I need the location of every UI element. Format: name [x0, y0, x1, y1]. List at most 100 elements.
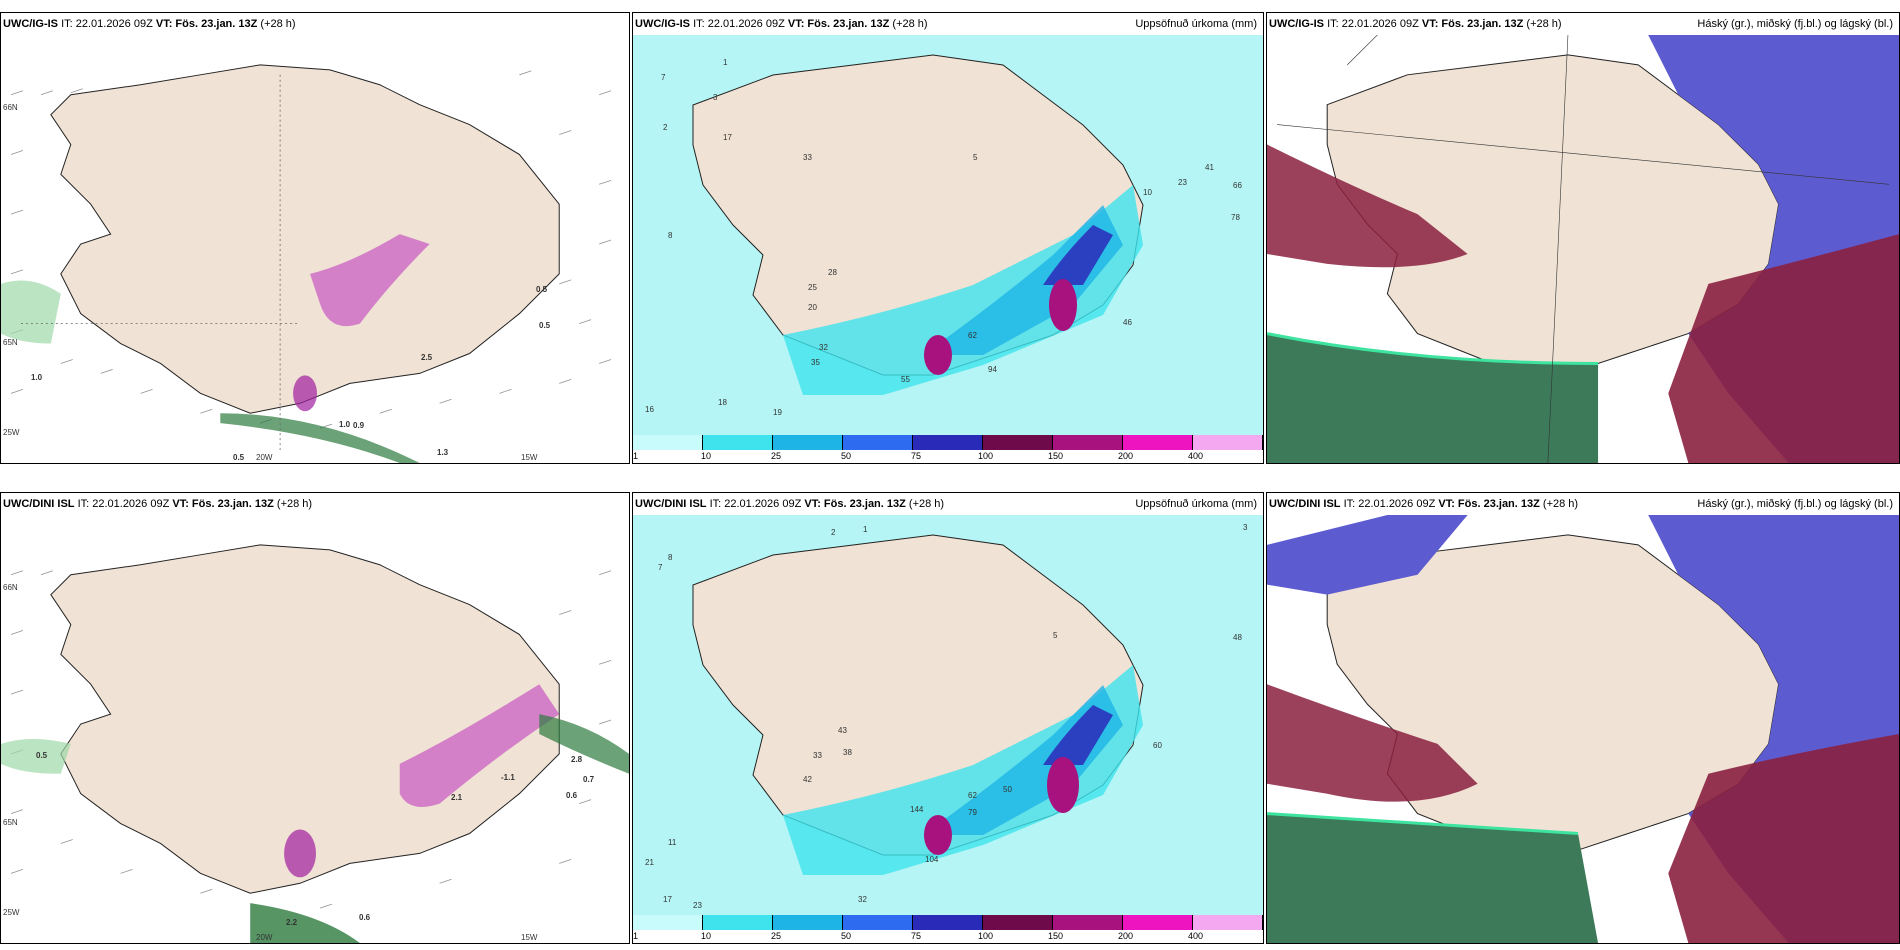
lead-time: (+28 h): [276, 498, 313, 510]
precip-amount: 41: [1205, 163, 1214, 172]
precip-amount: 62: [968, 331, 977, 340]
valid-time-label: VT:: [1421, 18, 1439, 30]
precip-value: 1.3: [437, 448, 449, 457]
precip-panel-row2: UWC/DINI ISL IT: 22.01.2026 09Z VT: Fös.…: [632, 492, 1264, 944]
precip-amount: 17: [663, 895, 672, 904]
legend-label: 75: [911, 451, 922, 461]
legend-swatch: [773, 435, 843, 450]
legend-label: 200: [1118, 451, 1134, 461]
precip-value: 2.2: [286, 918, 298, 927]
legend-swatch: [843, 915, 913, 930]
legend-swatch: [1193, 915, 1263, 930]
legend-label: 50: [841, 931, 852, 941]
legend-label: 10: [701, 451, 712, 461]
cloud-map: [1267, 515, 1899, 943]
lat-label-65N: 65N: [3, 818, 18, 827]
precip-amount: 2: [663, 123, 668, 132]
legend-swatch: [633, 435, 703, 450]
wind-precip-panel-row2: UWC/DINI ISL IT: 22.01.2026 09Z VT: Fös.…: [0, 492, 630, 944]
precip-title: Uppsöfnuð úrkoma (mm): [1135, 498, 1257, 510]
precip-value: 0.5: [539, 321, 551, 330]
valid-time-label: VT:: [804, 498, 821, 510]
legend-swatch: [1053, 435, 1123, 450]
lead-time: (+28 h): [908, 498, 945, 510]
model-name: UWC/IG-IS: [3, 18, 58, 30]
valid-time-label: VT:: [155, 18, 173, 30]
precip-amount: 1: [723, 58, 728, 67]
model-name: UWC/DINI ISL: [635, 498, 707, 510]
precip-amount: 46: [1123, 318, 1132, 327]
precip-amount: 19: [773, 408, 782, 417]
init-time: IT: 22.01.2026 09Z: [709, 498, 802, 510]
valid-time: Fös. 23.jan. 13Z: [807, 18, 890, 30]
lon-label-15W: 15W: [521, 453, 538, 462]
lat-label-25W: 25W: [3, 428, 20, 437]
lead-time: (+28 h): [1542, 498, 1579, 510]
legend-swatch: [773, 915, 843, 930]
precip-amount: 7: [661, 73, 666, 82]
precip-amount: 5: [1053, 631, 1058, 640]
legend-swatch: [1193, 435, 1263, 450]
legend-label: 400: [1188, 931, 1204, 941]
precip-value: 2.8: [571, 755, 583, 764]
legend-label: 1: [633, 931, 639, 941]
precip-value: 2.1: [451, 793, 463, 802]
precip-amount: 10: [1143, 188, 1152, 197]
panel-header: UWC/DINI ISL IT: 22.01.2026 09Z VT: Fös.…: [1, 493, 629, 515]
legend-swatch: [913, 435, 983, 450]
init-time: IT: 22.01.2026 09Z: [1343, 498, 1436, 510]
precip-amount: 1: [863, 525, 868, 534]
precip-amount: 33: [803, 153, 812, 162]
cloud-panel-row1: UWC/IG-IS IT: 22.01.2026 09Z VT: Fös. 23…: [1266, 12, 1900, 464]
valid-time: Fös. 23.jan. 13Z: [175, 18, 258, 30]
legend-label: 150: [1048, 931, 1064, 941]
precip-amount: 28: [828, 268, 837, 277]
legend-swatch: [983, 915, 1053, 930]
precip-amount: 50: [1003, 785, 1012, 794]
precip-amount: 2: [831, 528, 836, 537]
lon-label-15W: 15W: [521, 933, 538, 942]
precip-value: 2.5: [421, 353, 433, 362]
legend-label: 50: [841, 451, 852, 461]
model-name: UWC/DINI ISL: [3, 498, 75, 510]
valid-time: Fös. 23.jan. 13Z: [1457, 498, 1540, 510]
precip-amount: 8: [668, 231, 673, 240]
panel-header: UWC/IG-IS IT: 22.01.2026 09Z VT: Fös. 23…: [1267, 13, 1899, 35]
precip-amount: 42: [803, 775, 812, 784]
valid-time: Fös. 23.jan. 13Z: [1441, 18, 1524, 30]
precip-map: [633, 515, 1263, 915]
precip-value: 1.0: [339, 420, 351, 429]
legend-label: 10: [701, 931, 712, 941]
legend-swatch: [1123, 915, 1193, 930]
legend-swatch: [983, 435, 1053, 450]
init-time: IT: 22.01.2026 09Z: [693, 18, 785, 30]
precip-amount: 94: [988, 365, 997, 374]
precip-amount: 7: [658, 563, 663, 572]
legend-label: 25: [771, 931, 782, 941]
precip-amount: 16: [645, 405, 654, 414]
legend-swatch: [1053, 915, 1123, 930]
precip-amount: 3: [713, 93, 718, 102]
lat-label-25W: 25W: [3, 908, 20, 917]
cloud-title: Háský (gr.), miðský (fj.bl.) og lágský (…: [1697, 18, 1893, 30]
valid-time-label: VT:: [787, 18, 805, 30]
precip-amount: 17: [723, 133, 732, 142]
init-time: IT: 22.01.2026 09Z: [61, 18, 153, 30]
precip-amount: 43: [838, 726, 847, 735]
panel-header: UWC/DINI ISL IT: 22.01.2026 09Z VT: Fös.…: [1267, 493, 1899, 515]
precip-value: 0.6: [359, 913, 371, 922]
legend-swatch: [703, 915, 773, 930]
precip-amount: 104: [925, 855, 939, 864]
legend-swatch: [703, 435, 773, 450]
lon-label-20W: 20W: [256, 933, 273, 942]
legend-label: 100: [978, 451, 994, 461]
model-name: UWC/IG-IS: [1269, 18, 1324, 30]
precip-amount: 25: [808, 283, 817, 292]
precip-amount: 3: [1243, 523, 1248, 532]
legend-label: 200: [1118, 931, 1134, 941]
precip-amount: 11: [668, 838, 677, 847]
precip-value: 0.5: [233, 453, 245, 462]
precip-value: 0.7: [583, 775, 595, 784]
precip-amount: 60: [1153, 741, 1162, 750]
valid-time-label: VT:: [1438, 498, 1455, 510]
